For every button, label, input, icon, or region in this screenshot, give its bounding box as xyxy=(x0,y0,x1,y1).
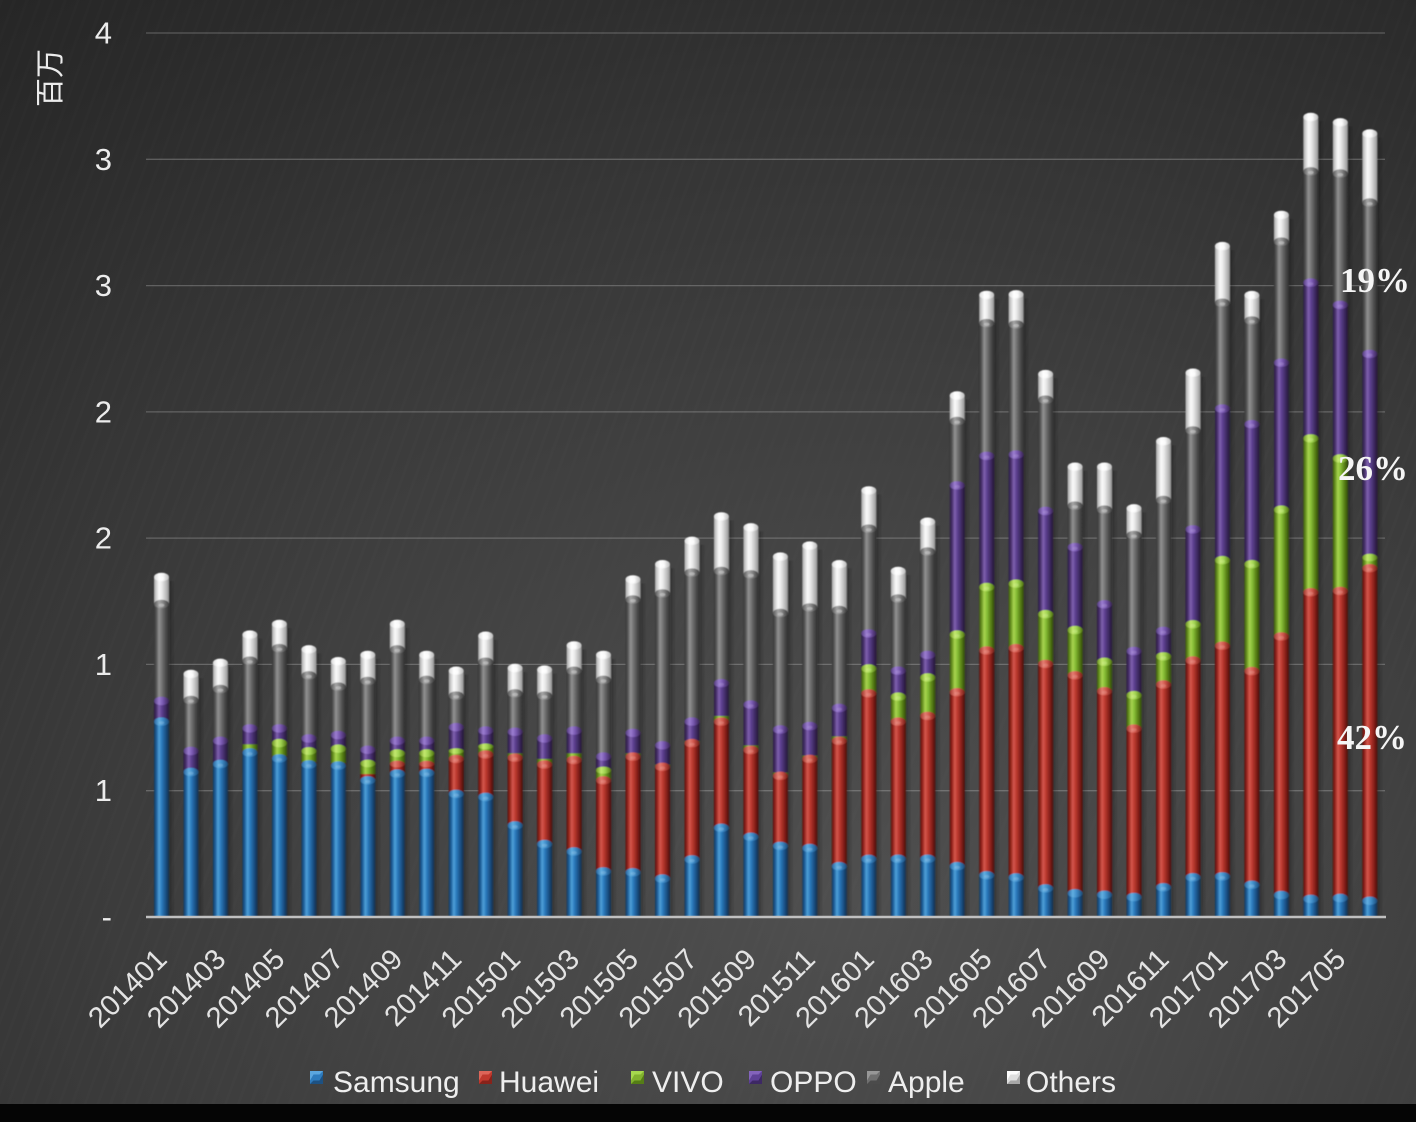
svg-text:Apple: Apple xyxy=(888,1066,965,1099)
svg-text:OPPO: OPPO xyxy=(770,1066,857,1099)
svg-text:-: - xyxy=(102,900,112,935)
svg-text:42%: 42% xyxy=(1337,718,1407,757)
svg-text:百万: 百万 xyxy=(35,49,67,107)
svg-text:4: 4 xyxy=(95,16,112,51)
svg-text:3: 3 xyxy=(95,268,112,303)
svg-text:Huawei: Huawei xyxy=(499,1066,599,1099)
svg-text:1: 1 xyxy=(95,647,112,682)
svg-text:3: 3 xyxy=(95,142,112,177)
svg-text:Others: Others xyxy=(1026,1066,1116,1099)
svg-text:2: 2 xyxy=(95,521,112,556)
svg-text:2: 2 xyxy=(95,394,112,429)
svg-text:1: 1 xyxy=(95,773,112,808)
svg-text:Samsung: Samsung xyxy=(333,1066,460,1099)
svg-text:VIVO: VIVO xyxy=(652,1066,724,1099)
svg-text:26%: 26% xyxy=(1338,449,1408,488)
svg-text:19%: 19% xyxy=(1340,261,1410,300)
